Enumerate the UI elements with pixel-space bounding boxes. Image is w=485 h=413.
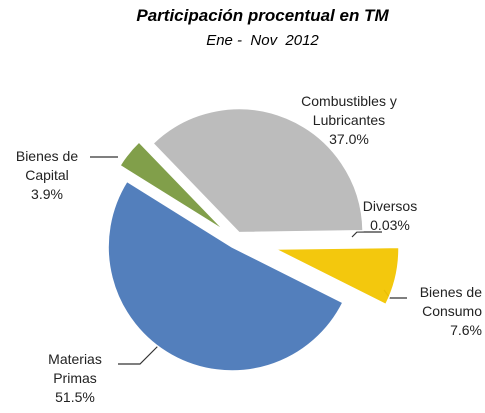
leader-line [351,231,382,238]
category-label: Diversos [362,198,418,214]
chart-subtitle: Ene - Nov 2012 [206,32,319,49]
value-label: 3.9% [31,186,63,202]
pie-slice [151,107,364,234]
value-label: 0.03% [370,217,410,233]
category-label: Combustibles y Lubricantes [301,93,397,128]
pie-slice [274,246,400,306]
pie-slice [107,180,344,372]
pie-slice [118,140,226,232]
slice-label: Combustibles y Lubricantes 37.0% [290,92,408,149]
value-label: 51.5% [55,389,95,405]
slice-label: Diversos 0.03% [352,197,428,235]
pie-slice [241,237,367,241]
value-label: 37.0% [329,131,369,147]
chart-title: Participación procentual en TM [136,6,389,25]
category-label: Bienes de Consumo [419,284,482,319]
value-label: 7.6% [450,322,482,338]
slice-label: Bienes de Consumo 7.6% [398,283,482,340]
slice-label: Materias Primas 51.5% [30,350,120,407]
category-label: Materias Primas [48,351,102,386]
slice-label: Bienes de Capital 3.9% [6,147,88,204]
leader-line [118,345,159,365]
leader-lines [90,156,407,365]
category-label: Bienes de Capital [15,148,79,183]
